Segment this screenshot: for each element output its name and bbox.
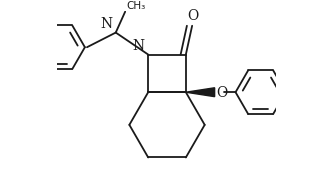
Text: O: O: [217, 86, 228, 100]
Polygon shape: [186, 88, 215, 97]
Text: N: N: [101, 17, 113, 31]
Text: N: N: [133, 39, 145, 53]
Text: CH₃: CH₃: [126, 1, 146, 11]
Text: O: O: [187, 9, 199, 23]
